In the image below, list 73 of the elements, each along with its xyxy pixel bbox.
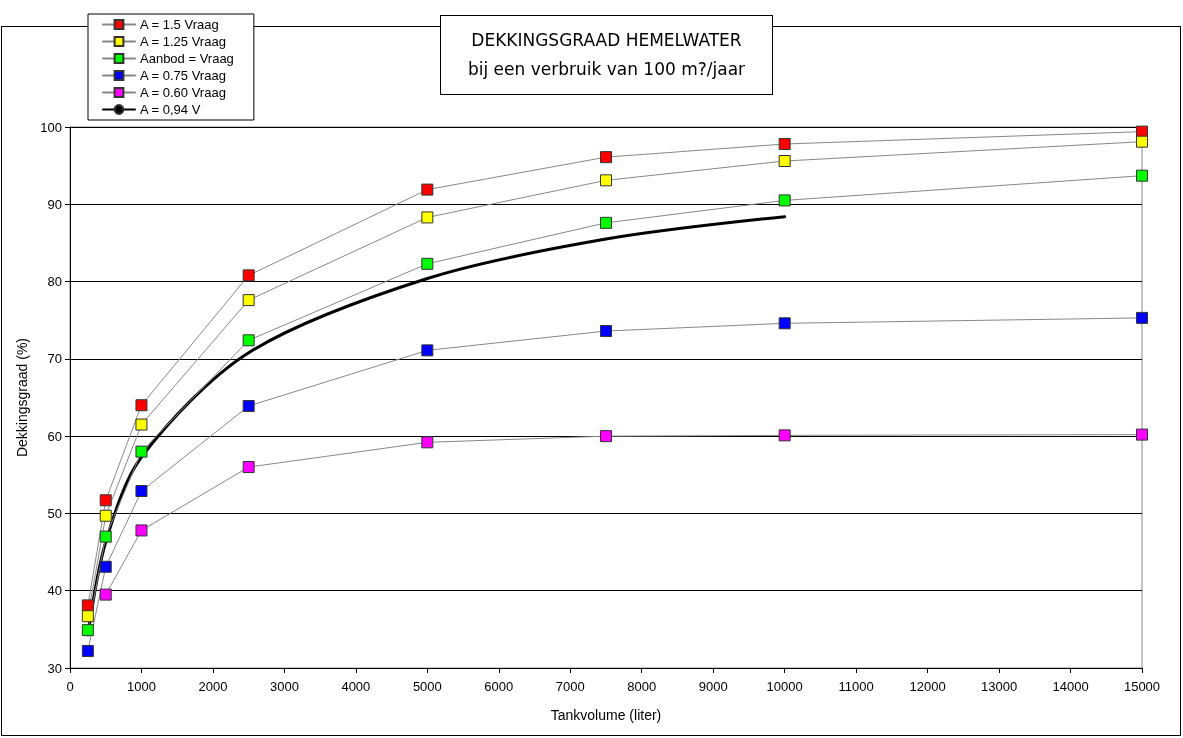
legend-label: A = 0.60 Vraag — [140, 85, 226, 100]
point — [242, 294, 255, 307]
legend-label: A = 0,94 V — [140, 102, 201, 117]
point — [135, 485, 148, 498]
point — [99, 530, 112, 543]
point — [600, 151, 612, 164]
legend-label: A = 1.25 Vraag — [140, 34, 226, 49]
point — [600, 216, 612, 229]
point — [242, 461, 255, 474]
point — [600, 430, 612, 443]
point — [1136, 135, 1148, 148]
point — [135, 445, 148, 458]
x-tick-label: 11000 — [838, 679, 874, 694]
y-tick-label: 90 — [47, 196, 62, 212]
point — [421, 344, 434, 357]
y-tick-label: 60 — [47, 428, 62, 444]
point — [135, 524, 148, 537]
point — [135, 399, 148, 412]
point — [242, 400, 255, 412]
legend-label: Aanbod = Vraag — [140, 51, 234, 66]
point — [1136, 428, 1148, 441]
x-axis-title: Tankvolume (liter) — [550, 707, 662, 723]
x-tick-label: 15000 — [1123, 679, 1161, 694]
x-tick-label: 1000 — [127, 679, 156, 694]
y-tick-label: 50 — [47, 505, 62, 521]
y-tick-label: 100 — [40, 119, 62, 135]
point — [600, 325, 612, 338]
point — [81, 610, 94, 623]
x-tick-label: 2000 — [198, 679, 228, 694]
point — [1136, 169, 1148, 182]
point — [778, 155, 791, 168]
point — [421, 257, 434, 270]
chart-subtitle: bij een verbruik van 100 m?/jaar — [466, 58, 747, 81]
point — [421, 436, 434, 449]
x-tick-label: 8000 — [627, 679, 657, 694]
x-tick-label: 0 — [66, 679, 74, 694]
point — [99, 588, 112, 601]
point — [81, 645, 94, 657]
point — [600, 174, 612, 187]
point — [778, 429, 791, 442]
y-tick-label: 40 — [47, 583, 62, 599]
x-tick-label: 14000 — [1052, 679, 1089, 694]
point — [1136, 125, 1148, 138]
y-tick-label: 30 — [47, 660, 62, 676]
point — [99, 509, 112, 522]
point — [421, 211, 434, 224]
point — [81, 624, 94, 637]
point — [421, 183, 434, 196]
point — [99, 494, 112, 507]
point — [99, 560, 112, 573]
x-tick-label: 4000 — [341, 679, 371, 694]
point — [1136, 311, 1148, 324]
point — [81, 599, 94, 612]
point — [135, 418, 148, 431]
x-tick-label: 10000 — [766, 679, 803, 694]
legend-label: A = 0.75 Vraag — [140, 68, 226, 83]
x-tick-label: 6000 — [484, 679, 514, 694]
legend-label: A = 1.5 Vraag — [140, 17, 219, 32]
x-tick-label: 3000 — [269, 679, 299, 694]
x-tick-label: 7000 — [555, 679, 585, 694]
y-axis-title: Dekkingsgraad (%) — [14, 337, 31, 458]
point — [778, 138, 791, 150]
point — [778, 194, 791, 207]
x-tick-label: 5000 — [412, 679, 442, 694]
point — [242, 334, 255, 347]
x-tick-label: 13000 — [980, 679, 1018, 694]
chart-title: DEKKINGSGRAAD HEMELWATER — [470, 29, 743, 52]
y-tick-label: 80 — [47, 274, 62, 290]
y-tick-label: 70 — [47, 351, 62, 367]
point — [242, 269, 255, 282]
x-tick-label: 9000 — [698, 679, 728, 694]
x-tick-label: 12000 — [909, 679, 946, 694]
point — [778, 317, 791, 330]
